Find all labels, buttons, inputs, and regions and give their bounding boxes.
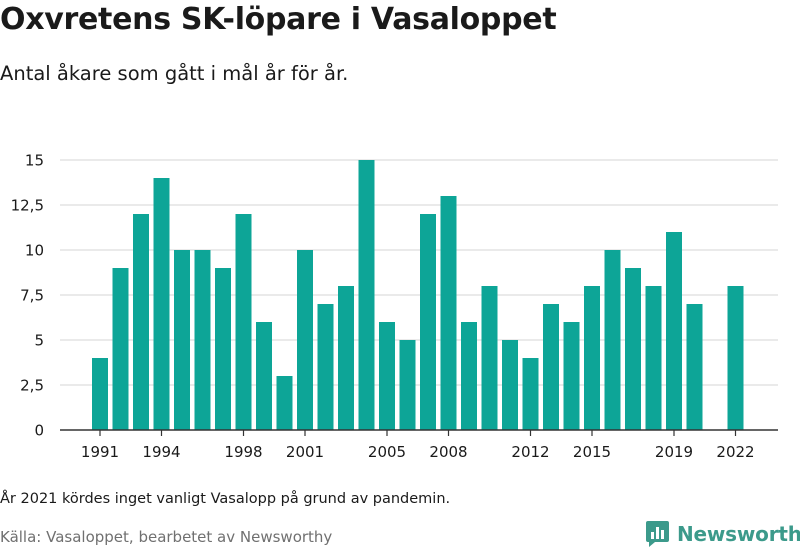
x-tick-label: 2015 [573, 443, 611, 461]
x-tick-label: 1994 [142, 443, 180, 461]
bar-2002 [317, 304, 334, 430]
bar-2012 [522, 358, 539, 430]
bar-1996 [194, 250, 211, 430]
chart-subtitle: Antal åkare som gått i mål år för år. [0, 62, 349, 85]
bar-2005 [379, 322, 395, 430]
bar-2009 [461, 322, 477, 430]
y-tick-label: 15 [25, 152, 44, 170]
x-tick-label: 2019 [655, 443, 693, 461]
bar-1998 [235, 214, 252, 430]
bar-2022 [727, 286, 744, 430]
newsworthy-logo: Newsworthy [645, 518, 800, 550]
bar-1994 [153, 178, 170, 430]
y-tick-label: 5 [34, 332, 44, 350]
bar-2010 [481, 286, 498, 430]
bar-1992 [112, 268, 129, 430]
x-tick-label: 2005 [368, 443, 406, 461]
bar-2004 [358, 160, 375, 430]
x-tick-label: 2008 [429, 443, 467, 461]
bar-chart: 0 2,5 5 7,5 10 12,5 15 1991 1994 1998 2001 2005 200… [11, 152, 778, 461]
chart-title: Oxvretens SK-löpare i Vasaloppet [0, 2, 557, 37]
bar-1993 [133, 214, 149, 430]
bar-2018 [645, 286, 662, 430]
bar-2007 [420, 214, 436, 430]
x-tick-label: 1998 [224, 443, 262, 461]
y-tick-label: 0 [34, 422, 44, 440]
bar-2015 [584, 286, 600, 430]
bar-2011 [502, 340, 518, 430]
logo-text: Newsworthy [677, 522, 800, 546]
bar-2013 [543, 304, 559, 430]
y-tick-label: 2,5 [20, 377, 44, 395]
bar-2008 [440, 196, 457, 430]
bar-2001 [297, 250, 313, 430]
bar-2000 [276, 376, 293, 430]
bar-1991 [92, 358, 108, 430]
y-tick-label: 7,5 [20, 287, 44, 305]
bar-2017 [625, 268, 641, 430]
bar-1997 [215, 268, 231, 430]
bar-1999 [256, 322, 272, 430]
x-tick-label: 2001 [286, 443, 324, 461]
y-tick-label: 12,5 [11, 197, 44, 215]
bar-2014 [563, 322, 580, 430]
newsworthy-logo-icon [646, 521, 669, 547]
x-tick-label: 2012 [511, 443, 549, 461]
bar-2006 [399, 340, 416, 430]
footnote: År 2021 kördes inget vanligt Vasalopp på… [0, 491, 451, 507]
x-axis: 1991 1994 1998 2001 2005 2008 2012 2015 2019 2022 [60, 429, 778, 461]
bar-2016 [604, 250, 621, 430]
bar-2019 [666, 232, 682, 430]
bars [92, 160, 744, 430]
bar-1995 [174, 250, 190, 430]
y-axis-labels: 0 2,5 5 7,5 10 12,5 15 [11, 152, 44, 440]
x-tick-label: 1991 [81, 443, 119, 461]
x-tick-label: 2022 [716, 443, 754, 461]
bar-2020 [686, 304, 703, 430]
source-text: Källa: Vasaloppet, bearbetet av Newswort… [0, 528, 333, 546]
bar-2003 [338, 286, 354, 430]
y-tick-label: 10 [25, 242, 44, 260]
